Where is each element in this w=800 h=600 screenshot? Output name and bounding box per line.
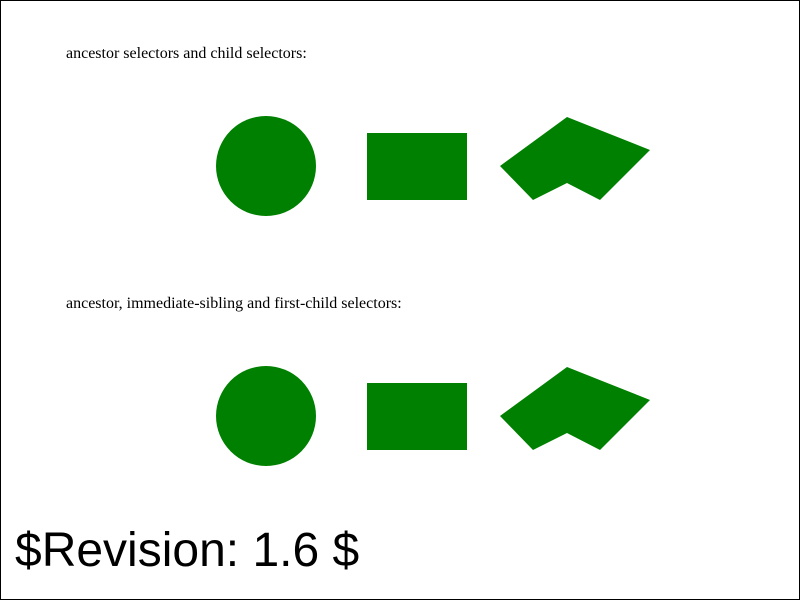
section-1-polygon xyxy=(500,117,650,200)
section-2-caption: ancestor, immediate-sibling and first-ch… xyxy=(66,295,402,312)
section-1-rectangle xyxy=(367,133,467,200)
section-2-polygon xyxy=(500,367,650,450)
section-1-caption: ancestor selectors and child selectors: xyxy=(66,45,307,62)
section-1-circle xyxy=(216,116,316,216)
section-1-shapes xyxy=(216,116,650,216)
section-2-shapes xyxy=(216,366,650,466)
section-2-circle xyxy=(216,366,316,466)
revision-label: $Revision: 1.6 $ xyxy=(15,524,360,577)
section-2-rectangle xyxy=(367,383,467,450)
